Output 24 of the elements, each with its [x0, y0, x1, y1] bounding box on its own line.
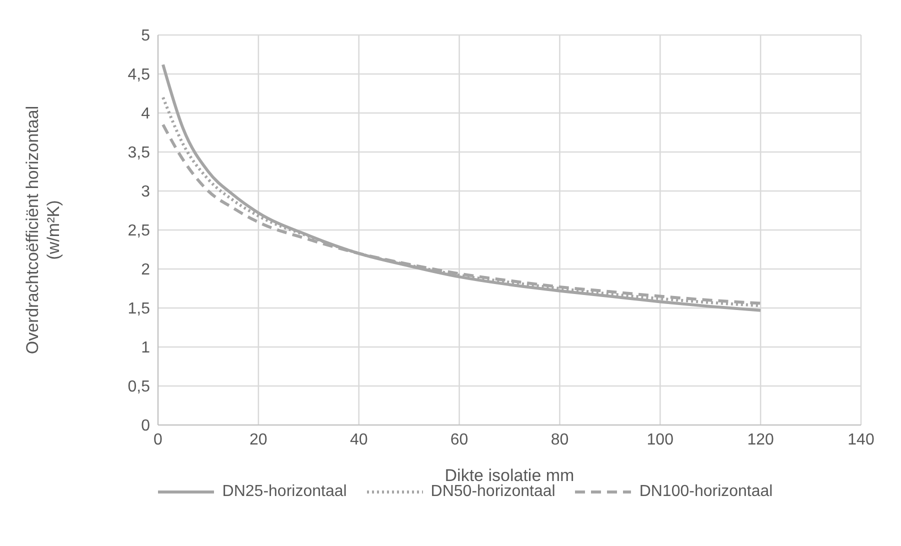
y-tick-label: 1,5 — [128, 300, 150, 318]
x-tick-label: 60 — [450, 431, 468, 448]
legend-label: DN25-horizontaal — [222, 483, 347, 501]
y-tick-label: 2,5 — [128, 222, 150, 240]
y-tick-label: 2 — [141, 262, 150, 279]
y-axis-title: Overdrachtcoëfficiënt horizontaal (w/m²K) — [23, 106, 63, 354]
y-tick-label: 4 — [141, 106, 150, 123]
y-tick-label: 4,5 — [128, 66, 150, 84]
legend-label: DN50-horizontaal — [430, 483, 556, 501]
x-tick-label: 120 — [747, 431, 774, 448]
y-tick-label: 1 — [141, 340, 150, 357]
x-tick-label: 40 — [350, 431, 368, 448]
x-axis-title: Dikte isolatie mm — [444, 466, 574, 485]
x-tick-label: 140 — [848, 431, 874, 448]
x-tick-label: 80 — [550, 431, 569, 448]
y-tick-label: 0,5 — [128, 378, 150, 396]
x-tick-label: 0 — [154, 431, 163, 448]
y-tick-label: 3 — [141, 184, 150, 201]
y-tick-label: 5 — [141, 28, 150, 45]
x-tick-label: 20 — [250, 431, 268, 448]
legend-label: DN100-horizontaal — [639, 483, 773, 501]
y-tick-label: 3,5 — [128, 144, 150, 162]
y-tick-label: 0 — [141, 418, 150, 435]
x-tick-label: 100 — [646, 431, 674, 448]
